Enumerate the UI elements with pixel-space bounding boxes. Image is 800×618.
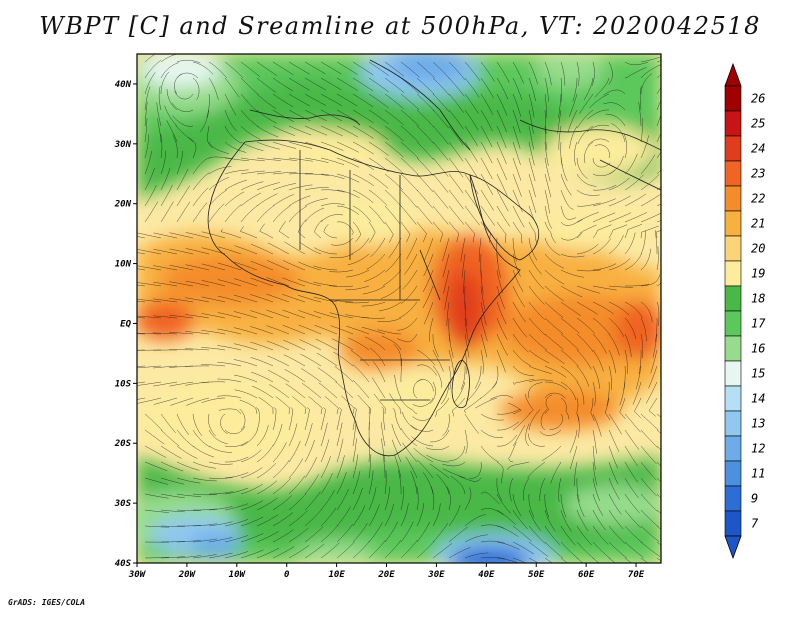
colorbar-label: 15 [751, 367, 765, 381]
x-tick-label: 20E [377, 570, 395, 580]
colorbar-label: 13 [751, 417, 765, 431]
colorbar-label: 24 [751, 142, 765, 156]
colorbar-swatch [724, 410, 742, 437]
colorbar-swatch [724, 85, 742, 112]
plot-frame [136, 53, 662, 564]
y-axis: 40N 30N 20N 10N EQ 10S 20S 30S 40S [114, 80, 137, 569]
colorbar-swatch [724, 185, 742, 212]
y-tick-label: 10S [115, 379, 132, 389]
wbpt-field [137, 54, 661, 563]
colorbar-swatch [724, 360, 742, 387]
colorbar-swatch [724, 310, 742, 337]
x-tick-label: 40E [478, 570, 495, 580]
colorbar-label: 11 [751, 467, 765, 481]
x-axis: 30W 20W 10W 0 10E 20E 30E 40E 50E 60E 70E [128, 563, 645, 580]
y-tick-label: 10N [115, 260, 132, 270]
colorbar-label: 22 [751, 192, 765, 206]
colorbar-swatch [724, 485, 742, 512]
y-tick-label: 20N [114, 200, 132, 210]
colorbar-swatch [724, 235, 742, 262]
colorbar-label: 19 [751, 267, 765, 281]
y-tick-label: 30N [114, 140, 132, 150]
colorbar-swatch [724, 260, 742, 287]
colorbar-swatch [724, 285, 742, 312]
colorbar-swatch [724, 110, 742, 137]
colorbar-label: 16 [751, 342, 765, 356]
chart-title: WBPT [C] and Sreamline at 500hPa, VT: 20… [39, 12, 761, 40]
y-tick-label: 20S [114, 439, 132, 449]
x-tick-label: 50E [528, 570, 545, 580]
colorbar-swatch [724, 335, 742, 362]
colorbar-swatch [724, 210, 742, 237]
colorbar-label: 21 [751, 217, 765, 231]
x-tick-label: 60E [578, 570, 595, 580]
y-tick-label: 40S [115, 559, 132, 569]
x-tick-label: 30E [427, 570, 445, 580]
colorbar-label: 26 [751, 92, 765, 106]
colorbar-label: 17 [751, 317, 766, 331]
x-tick-label: 0 [284, 570, 290, 580]
x-tick-label: 20W [178, 570, 197, 580]
colorbar-label: 25 [751, 117, 765, 131]
x-tick-label: 30W [128, 570, 147, 580]
y-tick-label: 40N [115, 80, 132, 90]
colorbar-swatch [724, 460, 742, 487]
colorbar-swatch [724, 385, 742, 412]
x-tick-label: 10E [328, 570, 345, 580]
y-tick-label: 30S [114, 499, 132, 509]
colorbar-label: 9 [751, 492, 758, 506]
colorbar-label: 7 [751, 517, 759, 531]
colorbar-label: 12 [751, 442, 765, 456]
colorbar-swatch [724, 135, 742, 162]
colorbar-top-arrow [724, 62, 742, 87]
colorbar-swatch [724, 160, 742, 187]
coastlines [207, 59, 661, 457]
y-tick-label: EQ [120, 319, 131, 329]
colorbar-label: 20 [751, 242, 765, 256]
colorbar-label: 18 [751, 292, 765, 306]
colorbar-label: 14 [751, 392, 765, 406]
grads-credit: GrADS: IGES/COLA [8, 598, 86, 607]
colorbar-bottom-arrow [724, 535, 742, 560]
x-tick-label: 10W [229, 570, 247, 580]
colorbar: 26 25 24 23 22 21 20 19 18 17 16 15 14 13 12 11 9 7 [724, 62, 766, 560]
x-tick-label: 70E [628, 570, 645, 580]
colorbar-label: 23 [751, 167, 765, 181]
colorbar-swatch [724, 510, 742, 537]
colorbar-swatch [724, 435, 742, 462]
